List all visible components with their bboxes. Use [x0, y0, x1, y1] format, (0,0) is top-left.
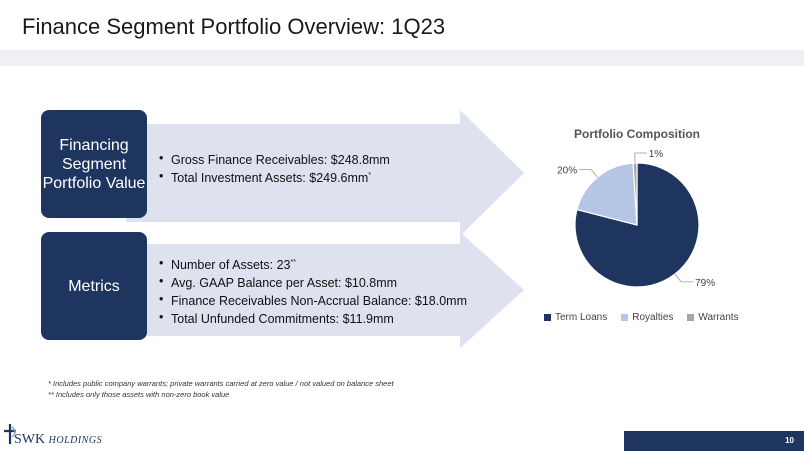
- page-number: 10: [785, 436, 794, 445]
- company-logo-text: SWK HOLDINGS: [14, 432, 103, 447]
- legend-swatch-royalties: [621, 313, 629, 321]
- list-item: Total Investment Assets: $249.6mm*: [159, 168, 390, 186]
- metrics-bullets: Number of Assets: 23** Avg. GAAP Balance…: [159, 255, 467, 328]
- legend-item: Term Loans: [544, 312, 607, 323]
- section-label-text: Metrics: [68, 277, 120, 295]
- pie-leader-line: [579, 169, 598, 178]
- pie-data-label: 20%: [557, 166, 577, 177]
- section-label-text: Financing Segment Portfolio Value: [42, 136, 146, 192]
- list-item: Finance Receivables Non-Accrual Balance:…: [159, 291, 467, 309]
- portfolio-value-bullets: Gross Finance Receivables: $248.8mm Tota…: [159, 150, 390, 186]
- pie-data-label: 1%: [649, 149, 664, 160]
- page-number-bar: 10: [624, 431, 804, 451]
- list-item: Avg. GAAP Balance per Asset: $10.8mm: [159, 273, 467, 291]
- pie-data-label: 79%: [695, 278, 715, 289]
- title-divider-band: [0, 50, 804, 66]
- list-item: Number of Assets: 23**: [159, 255, 467, 273]
- legend-item: Warrants: [687, 312, 739, 323]
- legend-item: Royalties: [621, 312, 673, 323]
- pie-leader-line: [634, 152, 647, 164]
- legend-swatch-term-loans: [544, 313, 551, 321]
- portfolio-composition-pie: 79% 20% 1%: [557, 149, 715, 289]
- chart-title: Portfolio Composition: [574, 127, 700, 141]
- section-label-metrics: Metrics: [41, 232, 147, 340]
- page-title: Finance Segment Portfolio Overview: 1Q23: [22, 14, 446, 39]
- chart-legend: Term Loans Royalties Warrants: [544, 312, 739, 323]
- pie-leader-line: [674, 273, 694, 283]
- list-item: Total Unfunded Commitments: $11.9mm: [159, 309, 467, 327]
- footnote-assets: ** Includes only those assets with non-z…: [48, 390, 230, 399]
- swk-logo-icon: [4, 424, 16, 444]
- section-label-portfolio-value: Financing Segment Portfolio Value: [41, 110, 147, 218]
- legend-swatch-warrants: [687, 313, 695, 321]
- list-item: Gross Finance Receivables: $248.8mm: [159, 150, 390, 168]
- footnote-warrants: * Includes public company warrants; priv…: [48, 379, 394, 388]
